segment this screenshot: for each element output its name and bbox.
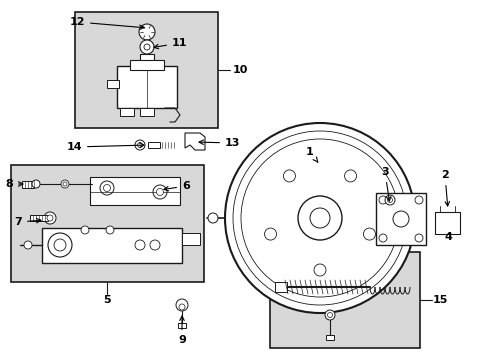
Circle shape (363, 228, 375, 240)
Text: 3: 3 (381, 167, 390, 201)
Bar (140, 108, 154, 116)
Polygon shape (184, 133, 204, 150)
Bar (22, 181, 34, 188)
Circle shape (153, 185, 167, 199)
Circle shape (232, 131, 406, 305)
Circle shape (150, 240, 160, 250)
Circle shape (44, 212, 56, 224)
Bar (140, 54, 154, 66)
Circle shape (378, 196, 386, 204)
Circle shape (156, 189, 163, 195)
Bar (375, 193, 425, 245)
Circle shape (47, 215, 53, 221)
Circle shape (392, 211, 408, 227)
Bar (130, 60, 163, 70)
Text: 11: 11 (154, 38, 187, 49)
Circle shape (207, 213, 218, 223)
Circle shape (384, 195, 394, 205)
Text: 10: 10 (232, 65, 247, 75)
Bar (30, 215, 48, 221)
Text: 4: 4 (443, 232, 451, 242)
Bar (90, 177, 180, 205)
Circle shape (54, 239, 66, 251)
Bar (269, 252, 419, 348)
Circle shape (63, 182, 67, 186)
Circle shape (224, 123, 414, 313)
Circle shape (179, 304, 184, 310)
Text: 8: 8 (5, 179, 23, 189)
Circle shape (414, 234, 422, 242)
Circle shape (325, 310, 334, 320)
Circle shape (414, 196, 422, 204)
Bar (434, 212, 459, 234)
Circle shape (297, 196, 341, 240)
Text: 14: 14 (66, 142, 143, 152)
Text: 1: 1 (305, 147, 317, 162)
Circle shape (241, 139, 398, 297)
Text: 13: 13 (199, 138, 240, 148)
Circle shape (344, 170, 356, 182)
Circle shape (283, 170, 295, 182)
Bar (120, 108, 134, 116)
Circle shape (140, 40, 154, 54)
Circle shape (137, 143, 142, 148)
Circle shape (378, 234, 386, 242)
Circle shape (135, 240, 145, 250)
Circle shape (135, 140, 145, 150)
Circle shape (48, 233, 72, 257)
Circle shape (176, 299, 187, 311)
Bar (42, 228, 182, 263)
Circle shape (264, 228, 276, 240)
Circle shape (103, 184, 110, 192)
Text: 6: 6 (163, 181, 189, 191)
Bar (11, 165, 203, 282)
Circle shape (32, 180, 40, 188)
Bar (148, 142, 160, 148)
Circle shape (106, 226, 114, 234)
Bar (178, 323, 185, 328)
Bar (117, 66, 177, 108)
Text: 2: 2 (440, 170, 448, 206)
Text: 15: 15 (431, 295, 447, 305)
Bar (182, 233, 200, 245)
Text: 12: 12 (69, 17, 143, 30)
Circle shape (61, 180, 69, 188)
Bar (325, 335, 333, 340)
Bar (107, 80, 119, 88)
Text: 7: 7 (14, 217, 41, 227)
Bar (75, 12, 218, 128)
Bar (274, 282, 286, 292)
Circle shape (313, 264, 325, 276)
Circle shape (386, 198, 392, 202)
Circle shape (143, 44, 150, 50)
Text: 5: 5 (103, 295, 111, 305)
Circle shape (24, 241, 32, 249)
Circle shape (81, 226, 89, 234)
Circle shape (309, 208, 329, 228)
Circle shape (100, 181, 114, 195)
Circle shape (139, 24, 155, 40)
Circle shape (327, 312, 332, 318)
Text: 9: 9 (178, 316, 185, 345)
